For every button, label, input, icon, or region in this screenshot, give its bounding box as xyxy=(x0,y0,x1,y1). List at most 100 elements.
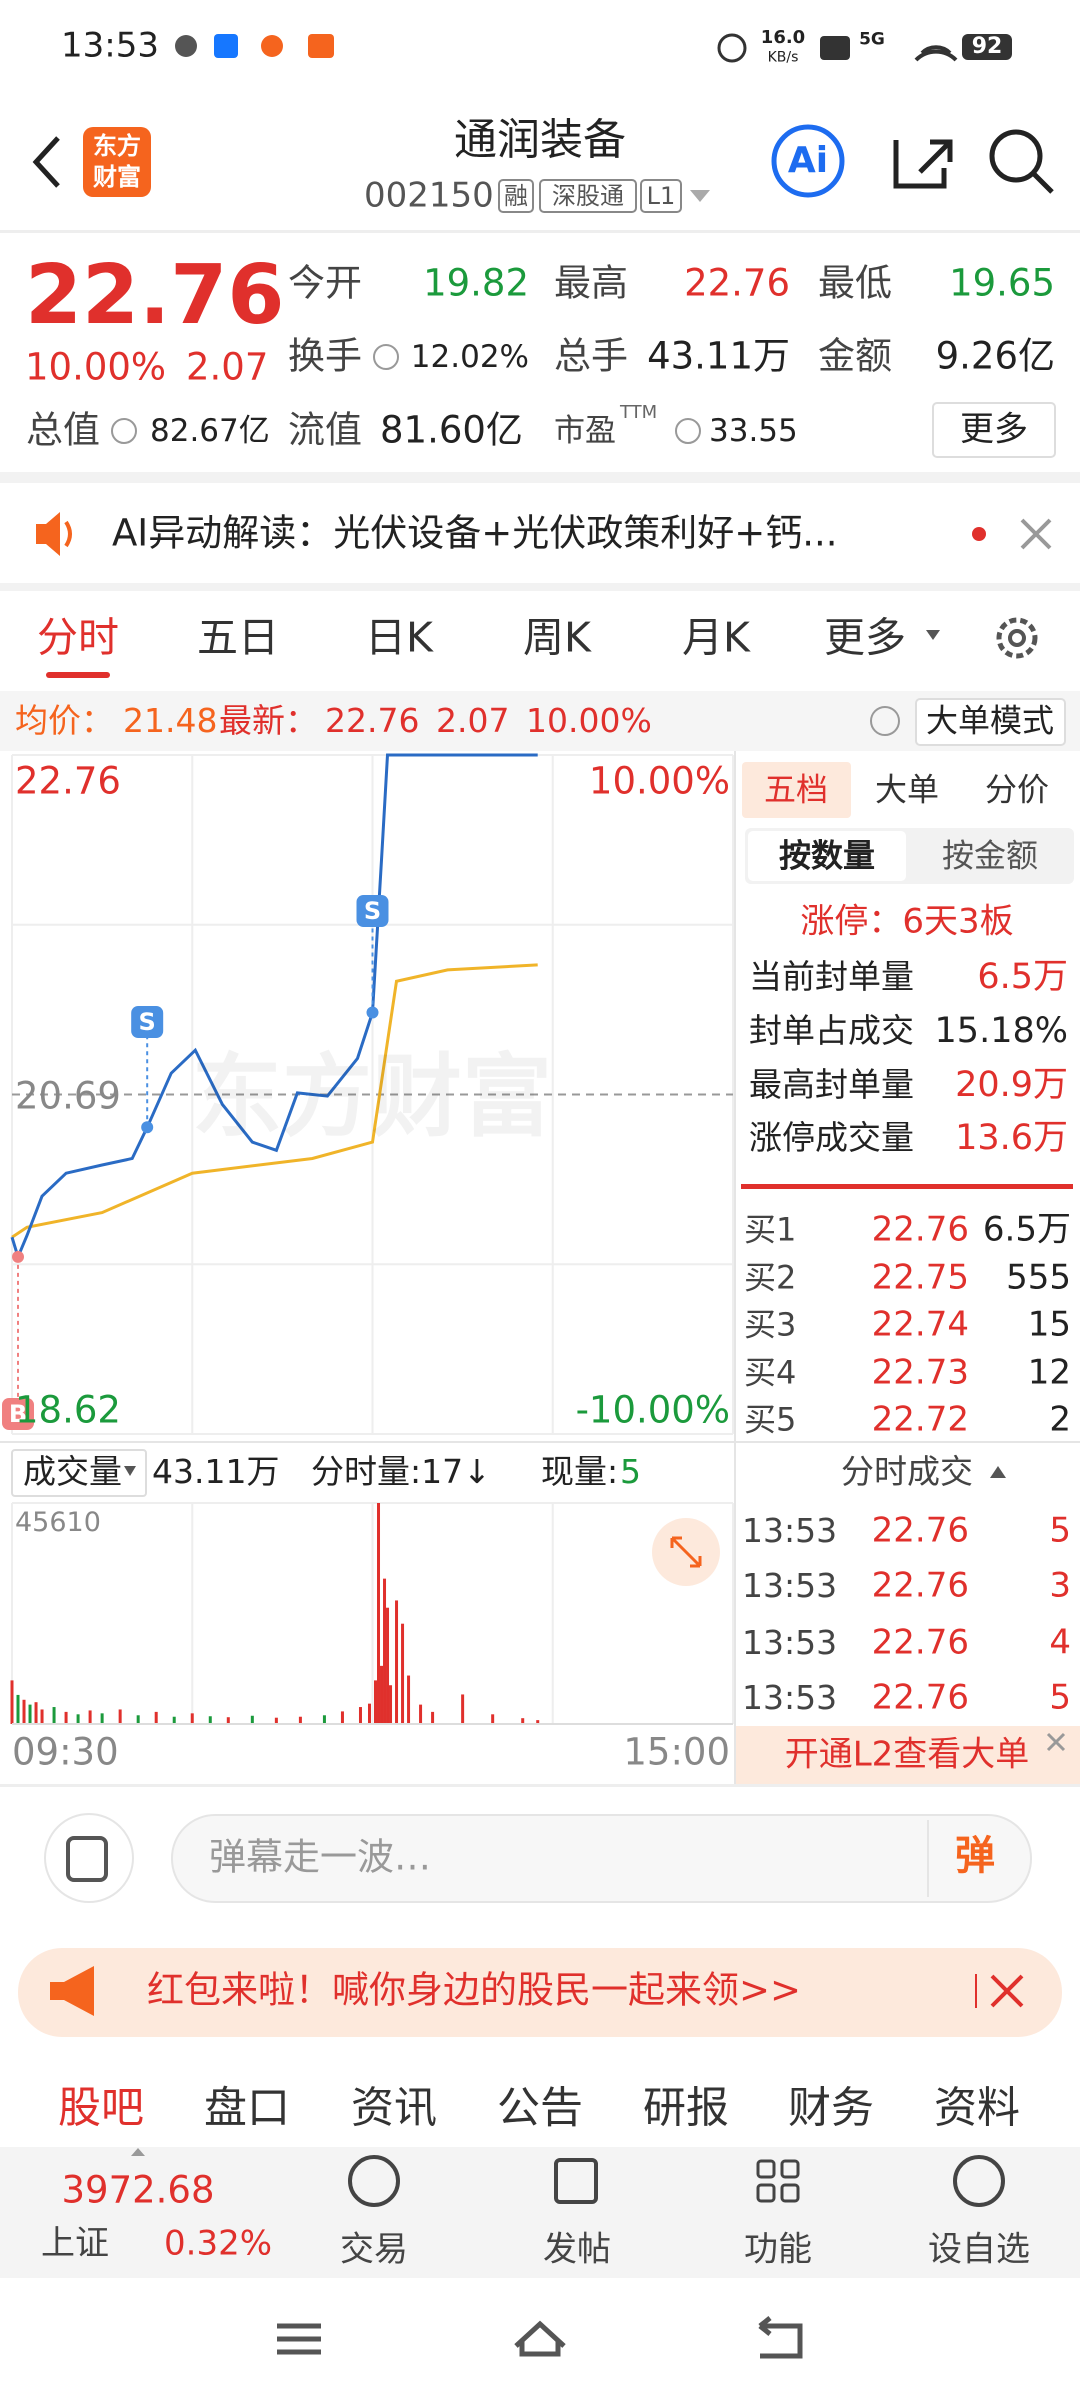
trade-icon[interactable] xyxy=(348,2155,400,2207)
tab[interactable]: 日K xyxy=(365,613,433,662)
tab[interactable]: 五日 xyxy=(197,613,279,662)
watermark: 东方财富 xyxy=(192,1044,552,1150)
book-price: 22.75 xyxy=(871,1257,969,1298)
status-icon xyxy=(261,35,283,57)
field-value: 22.76 xyxy=(684,261,790,305)
menu-button[interactable] xyxy=(277,2323,321,2355)
trades-title: 分时成交 xyxy=(841,1451,973,1491)
tick-volume: 分时量:17↓ xyxy=(311,1451,491,1491)
func-icon xyxy=(780,2159,800,2179)
change: 2.07 xyxy=(186,345,269,389)
volume-bar xyxy=(377,1503,381,1724)
tab[interactable]: 周K xyxy=(523,613,591,662)
dropdown-icon[interactable] xyxy=(690,190,710,202)
home-button[interactable] xyxy=(514,2320,566,2357)
panel-tab[interactable]: 大单 xyxy=(874,770,940,809)
book-price: 22.73 xyxy=(871,1352,969,1393)
volume-bar xyxy=(226,1717,230,1724)
marker-label: B xyxy=(8,1399,28,1428)
time-end: 15:00 xyxy=(623,1730,730,1774)
book-price: 22.76 xyxy=(871,1209,969,1250)
dropdown-box[interactable] xyxy=(11,1449,147,1497)
dropdown-icon[interactable] xyxy=(926,630,940,640)
help-icon[interactable] xyxy=(870,706,900,736)
field-value: 9.26亿 xyxy=(935,334,1055,378)
toggle-active[interactable] xyxy=(748,831,906,881)
book-level: 买3 xyxy=(744,1305,797,1344)
more-label[interactable]: 更多 xyxy=(960,409,1028,450)
bottom-tab[interactable]: 盘口 xyxy=(204,2083,290,2134)
post-icon[interactable] xyxy=(554,2158,598,2204)
tab[interactable]: 月K xyxy=(682,613,750,662)
tag-box xyxy=(498,179,534,213)
marker-label: S xyxy=(138,1007,156,1036)
l2-link[interactable]: 开通L2查看大单 xyxy=(784,1734,1030,1775)
dropdown-icon xyxy=(124,1466,136,1476)
more-button[interactable] xyxy=(932,402,1056,458)
comment-icon-button[interactable] xyxy=(44,1813,134,1903)
comment-placeholder[interactable]: 弹幕走一波… xyxy=(209,1835,431,1879)
red-packet-banner[interactable] xyxy=(18,1948,1062,2037)
panel-tab[interactable]: 分价 xyxy=(984,770,1050,809)
mode-button[interactable] xyxy=(915,698,1066,746)
share-icon[interactable] xyxy=(893,139,953,189)
price-mid: 20.69 xyxy=(15,1074,121,1118)
tab[interactable]: 更多 xyxy=(824,613,906,662)
close-icon[interactable] xyxy=(1020,518,1052,550)
current-label: 现量: xyxy=(541,1451,619,1491)
func-icon[interactable] xyxy=(756,2159,776,2179)
volume-bar xyxy=(10,1680,14,1724)
tab[interactable]: 分时 xyxy=(37,613,119,662)
volume-max: 45610 xyxy=(15,1507,101,1539)
marker-dot xyxy=(12,1250,25,1263)
volume-bar xyxy=(358,1707,362,1724)
bottom-tab[interactable]: 财务 xyxy=(788,2083,874,2134)
bottom-tab[interactable]: 股吧 xyxy=(58,2083,144,2134)
ai-label[interactable]: Ai xyxy=(787,140,829,182)
price-top: 22.76 xyxy=(15,759,121,803)
toggle-option[interactable]: 按金额 xyxy=(941,836,1039,875)
bottom-tab[interactable]: 资讯 xyxy=(351,2083,437,2134)
volume-bar xyxy=(250,1715,254,1724)
comment-input[interactable] xyxy=(171,1814,1032,1903)
danmu-button[interactable]: 弹 xyxy=(955,1833,995,1879)
bottom-tab[interactable]: 资料 xyxy=(934,2083,1020,2134)
nav-item[interactable]: 功能 xyxy=(744,2229,812,2270)
book-qty: 555 xyxy=(1006,1257,1071,1298)
func-icon xyxy=(780,2183,800,2203)
red-packet-text[interactable]: 红包来啦！喊你身边的股民一起来领>> xyxy=(147,1968,802,2012)
field-value: 19.65 xyxy=(949,261,1055,305)
nav-item[interactable]: 设自选 xyxy=(928,2229,1030,2270)
nav-item[interactable]: 交易 xyxy=(340,2229,408,2270)
field-value: 43.11万 xyxy=(647,334,790,378)
latest-label: 最新： xyxy=(219,700,318,740)
close-icon[interactable] xyxy=(1046,1732,1066,1752)
nav-item[interactable]: 发帖 xyxy=(543,2229,611,2270)
back-button[interactable] xyxy=(758,2316,803,2359)
toggle-option[interactable]: 按数量 xyxy=(778,836,876,875)
back-icon[interactable] xyxy=(32,136,60,188)
separator xyxy=(741,1184,1073,1189)
logo-text: 东方 xyxy=(93,131,141,160)
watchlist-icon[interactable] xyxy=(953,2155,1005,2207)
bottom-tab[interactable]: 研报 xyxy=(643,2083,729,2134)
close-icon[interactable] xyxy=(990,1974,1024,2008)
settings-icon[interactable] xyxy=(996,617,1038,659)
avg-label: 均价： xyxy=(15,700,114,740)
search-icon[interactable] xyxy=(989,129,1043,183)
trade-price: 22.76 xyxy=(871,1510,969,1551)
volume-bar xyxy=(88,1710,92,1724)
ai-icon[interactable] xyxy=(771,124,845,198)
book-qty: 15 xyxy=(1027,1304,1071,1345)
book-qty: 12 xyxy=(1027,1352,1071,1393)
price: 22.76 xyxy=(25,247,285,343)
tab-underline xyxy=(46,672,110,678)
mode-label[interactable]: 大单模式 xyxy=(925,701,1055,740)
book-level: 买5 xyxy=(744,1400,797,1439)
bottom-tab[interactable]: 公告 xyxy=(497,2083,583,2134)
trade-time: 13:53 xyxy=(742,1677,838,1717)
l2-bar[interactable] xyxy=(736,1726,1080,1784)
panel-tab[interactable]: 五档 xyxy=(763,770,829,809)
ai-banner-text[interactable]: AI异动解读：光伏设备+光伏政策利好+钙... xyxy=(112,511,838,555)
